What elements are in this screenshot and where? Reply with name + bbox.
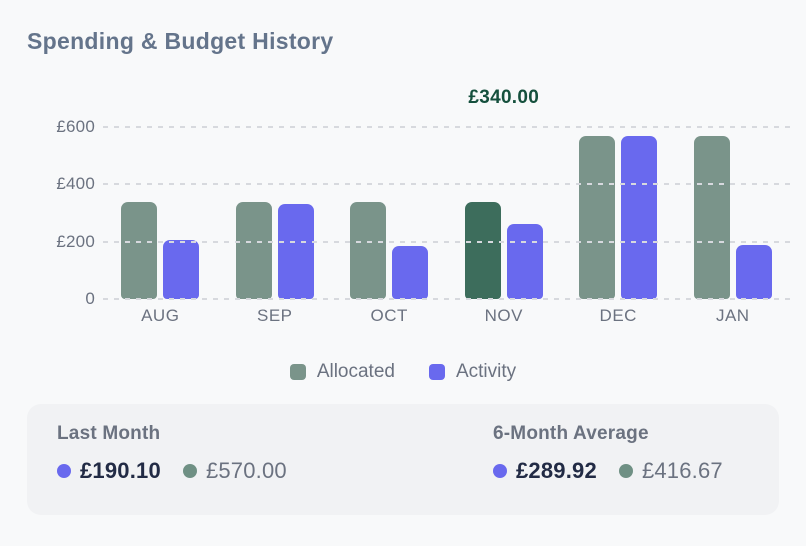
x-axis-label-oct: OCT [370, 306, 408, 325]
y-axis-tick: 0 [85, 289, 95, 308]
y-axis-tick: £200 [56, 231, 95, 251]
highlight-value-label: £340.00 [468, 87, 540, 108]
gridline [103, 183, 790, 186]
bar-allocated-nov[interactable] [464, 201, 501, 299]
legend-label: Allocated [316, 361, 395, 382]
bar-allocated-dec[interactable] [579, 135, 616, 299]
six-month-average-allocated-value: £416.67 [641, 458, 723, 483]
x-axis-label-aug: AUG [141, 306, 180, 325]
bar-group-oct [332, 127, 447, 299]
six-month-average-activity: £289.92 [493, 458, 597, 484]
x-axis-label-dec: DEC [599, 306, 637, 325]
bar-activity-jan[interactable] [735, 244, 772, 299]
bar-allocated-jan[interactable] [693, 135, 730, 299]
allocated-dot-icon [182, 464, 197, 478]
bar-group-aug [103, 127, 218, 299]
chart-legend: Allocated Activity [0, 361, 806, 383]
activity-dot-icon [493, 464, 507, 478]
bar-activity-oct[interactable] [392, 245, 429, 299]
six-month-average-title: 6-Month Average [493, 423, 649, 444]
legend-label: Activity [455, 361, 517, 382]
x-axis-label-sep: SEP [256, 306, 293, 325]
bar-activity-sep[interactable] [277, 204, 314, 299]
legend-item-activity[interactable]: Activity [428, 361, 517, 383]
allocated-swatch-icon [289, 364, 306, 380]
page-title: Spending & Budget History [27, 28, 334, 54]
bar-group-dec [561, 127, 676, 299]
bar-allocated-aug[interactable] [121, 201, 158, 299]
x-axis: AUG SEP OCT NOV DEC JAN [103, 306, 790, 326]
gridline [103, 126, 790, 128]
last-month-allocated-value: £570.00 [205, 458, 287, 483]
last-month-activity-value: £190.10 [80, 458, 161, 483]
bar-allocated-sep[interactable] [235, 201, 272, 299]
legend-item-allocated[interactable]: Allocated [289, 361, 395, 383]
six-month-average-values: £289.92 £416.67 [493, 458, 723, 484]
last-month-title: Last Month [57, 423, 161, 444]
six-month-average-stat: 6-Month Average £289.92 £416.67 [493, 423, 723, 484]
x-axis-label-nov: NOV [484, 306, 523, 325]
bar-allocated-oct[interactable] [350, 201, 387, 299]
gridline [103, 298, 790, 300]
last-month-allocated: £570.00 [182, 458, 287, 484]
bar-group-nov [447, 127, 562, 299]
bars-row [103, 127, 790, 299]
bar-activity-nov[interactable] [506, 224, 543, 299]
y-axis: £600 £400 £200 0 [0, 117, 95, 308]
activity-swatch-icon [428, 364, 445, 380]
allocated-dot-icon [618, 464, 633, 478]
last-month-activity: £190.10 [57, 458, 161, 484]
plot-area: £340.00 [103, 87, 790, 300]
last-month-stat: Last Month £190.10 £570.00 [57, 423, 287, 484]
six-month-average-activity-value: £289.92 [516, 458, 597, 483]
last-month-values: £190.10 £570.00 [57, 458, 287, 484]
bar-group-sep [218, 127, 333, 299]
stats-panel: Last Month £190.10 £570.00 6-Month Avera… [27, 404, 779, 515]
gridline [103, 240, 790, 243]
bar-group-jan [676, 127, 791, 299]
y-axis-tick: £600 [56, 117, 95, 136]
x-axis-label-jan: JAN [715, 306, 750, 325]
six-month-average-allocated: £416.67 [618, 458, 723, 484]
y-axis-tick: £400 [56, 174, 95, 194]
activity-dot-icon [57, 464, 71, 478]
bar-activity-dec[interactable] [621, 135, 658, 299]
bar-activity-aug[interactable] [163, 240, 200, 299]
